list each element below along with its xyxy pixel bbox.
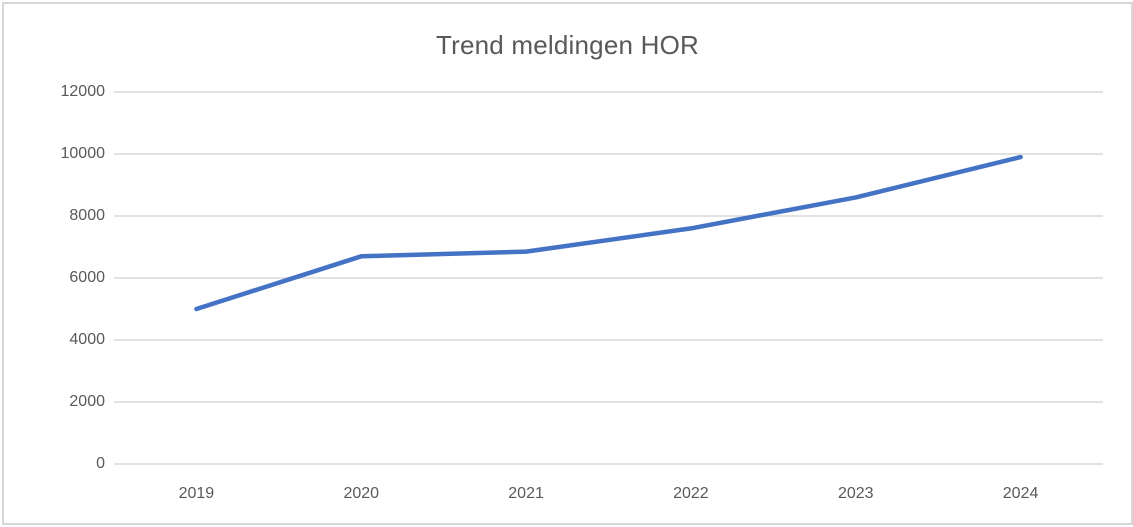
gridlines xyxy=(114,91,1103,465)
y-axis-tick-label: 4000 xyxy=(69,331,105,348)
x-axis-tick-label: 2022 xyxy=(673,485,709,502)
y-axis-tick-label: 8000 xyxy=(69,207,105,224)
trend-line-group xyxy=(194,154,1023,312)
chart-title: Trend meldingen HOR xyxy=(436,30,699,60)
y-axis-tick-label: 2000 xyxy=(69,393,105,410)
trend-line xyxy=(194,154,1023,312)
y-axis-tick-label: 12000 xyxy=(60,83,106,100)
x-axis-tick-label: 2024 xyxy=(1002,485,1039,502)
x-axis-tick-label: 2019 xyxy=(178,485,215,502)
x-axis-tick-label: 2020 xyxy=(343,485,380,502)
y-axis-tick-label: 10000 xyxy=(60,145,106,162)
y-axis-tick-label: 0 xyxy=(96,455,105,472)
plot-area xyxy=(114,91,1103,465)
x-axis-tick-label: 2023 xyxy=(837,485,874,502)
x-axis-tick-label: 2021 xyxy=(508,485,544,502)
y-axis-tick-label: 6000 xyxy=(69,269,105,286)
